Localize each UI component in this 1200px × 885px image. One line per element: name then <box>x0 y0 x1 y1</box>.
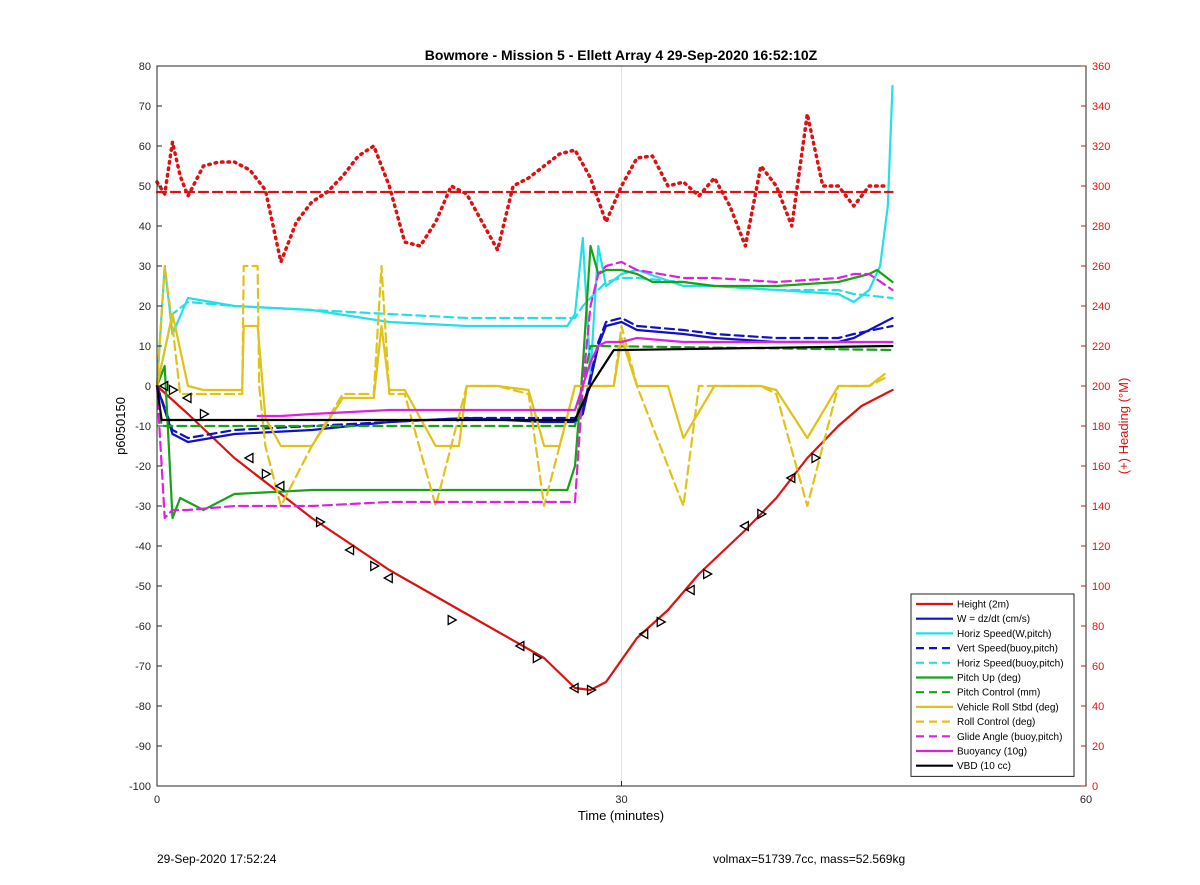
y-tick-label: 20 <box>139 301 151 313</box>
y2-tick-label: 100 <box>1092 581 1110 593</box>
y2-tick-label: 300 <box>1092 181 1110 193</box>
y-tick-label: 30 <box>139 261 151 273</box>
waypoint-marker <box>684 584 695 596</box>
series-layer <box>155 84 894 696</box>
chart-title: Bowmore - Mission 5 - Ellett Array 4 29-… <box>425 47 818 63</box>
y-tick-label: -100 <box>129 781 151 793</box>
series-buoyancy-10g <box>256 336 894 418</box>
y-tick-label: -70 <box>135 661 151 673</box>
waypoint-marker <box>370 560 381 572</box>
y2-tick-label: 160 <box>1092 461 1110 473</box>
waypoint-marker <box>739 520 750 532</box>
y-tick-label: 0 <box>145 381 151 393</box>
y2-tick-label: 240 <box>1092 301 1110 313</box>
y2-tick-label: 220 <box>1092 341 1110 353</box>
legend-entry-horiz-speed-w-pitch: Horiz Speed(W,pitch) <box>957 629 1051 640</box>
legend-entry-vehicle-roll-stbd-deg: Vehicle Roll Stbd (deg) <box>957 702 1059 713</box>
y2-tick-label: 340 <box>1092 101 1110 113</box>
y-tick-label: -50 <box>135 581 151 593</box>
series-horiz-speed-w-pitch <box>155 84 894 388</box>
series-pitch-control-mm <box>155 344 894 428</box>
series-height-2m <box>155 384 894 692</box>
series-vbd-10-cc <box>155 344 894 422</box>
waypoint-marker <box>514 640 525 652</box>
x-tick-label: 0 <box>154 794 160 806</box>
waypoint-marker <box>811 452 822 464</box>
legend-entry-pitch-up-deg: Pitch Up (deg) <box>957 673 1021 684</box>
y2-tick-label: 140 <box>1092 501 1110 513</box>
y-tick-label: 60 <box>139 141 151 153</box>
y-axis-label: p6050150 <box>113 397 128 455</box>
legend-entry-pitch-control-mm: Pitch Control (mm) <box>957 688 1040 699</box>
x-axis-label: Time (minutes) <box>578 808 664 823</box>
y-tick-label: 40 <box>139 221 151 233</box>
y2-tick-label: 80 <box>1092 621 1104 633</box>
waypoint-marker <box>586 684 597 696</box>
waypoint-marker <box>181 392 192 404</box>
waypoint-marker <box>382 572 393 584</box>
y-tick-label: -80 <box>135 701 151 713</box>
waypoint-marker <box>274 480 285 492</box>
legend-entry-vert-speed-buoy-pitch: Vert Speed(buoy,pitch) <box>957 644 1058 655</box>
legend-entry-horiz-speed-buoy-pitch: Horiz Speed(buoy,pitch) <box>957 658 1064 669</box>
waypoint-marker <box>532 652 543 664</box>
legend-entry-height-2m: Height (2m) <box>957 600 1009 611</box>
legend: Height (2m) W = dz/dt (cm/s) Horiz Speed(W… <box>910 593 1075 777</box>
legend-entry-roll-control-deg: Roll Control (deg) <box>957 717 1035 728</box>
y2-tick-label: 40 <box>1092 701 1104 713</box>
y-tick-label: -90 <box>135 741 151 753</box>
y2-tick-label: 200 <box>1092 381 1110 393</box>
legend-entry-vbd-10-cc: VBD (10 cc) <box>957 761 1011 772</box>
y-tick-label: -10 <box>135 421 151 433</box>
waypoint-marker <box>568 682 579 694</box>
footer-stats: volmax=51739.7cc, mass=52.569kg <box>713 852 906 866</box>
waypoint-marker <box>638 628 649 640</box>
y2-tick-label: 280 <box>1092 221 1110 233</box>
y-tick-label: -40 <box>135 541 151 553</box>
waypoint-marker <box>703 568 713 580</box>
y2-tick-label: 260 <box>1092 261 1110 273</box>
x-tick-label: 60 <box>1080 794 1092 806</box>
waypoint-marker <box>757 508 768 520</box>
waypoint-marker <box>158 380 169 392</box>
legend-box <box>910 593 1075 777</box>
waypoint-marker <box>447 614 458 626</box>
y2-tick-label: 60 <box>1092 661 1104 673</box>
y-tick-label: 70 <box>139 101 151 113</box>
y2-tick-label: 360 <box>1092 61 1110 73</box>
waypoint-marker <box>261 468 272 480</box>
waypoint-marker <box>199 408 210 420</box>
y2-tick-label: 320 <box>1092 141 1110 153</box>
y2-tick-label: 120 <box>1092 541 1110 553</box>
y-tick-label: 80 <box>139 61 151 73</box>
y2-axis-label: (+) Heading (°M) <box>1116 378 1131 475</box>
x-tick-label: 30 <box>615 794 627 806</box>
axes-layer: 80706050403020100-10-20-30-40-50-60-70-8… <box>129 61 1110 806</box>
y-tick-label: -60 <box>135 621 151 633</box>
legend-entry-w-dz-dt-cm-s: W = dz/dt (cm/s) <box>957 614 1030 625</box>
waypoint-marker <box>315 516 326 528</box>
series-roll-control-deg <box>155 264 886 508</box>
y2-tick-label: 180 <box>1092 421 1110 433</box>
y2-tick-label: 0 <box>1092 781 1098 793</box>
waypoint-marker <box>656 616 667 628</box>
series-glide-angle-buoy-pitch <box>155 260 894 520</box>
y-tick-label: -20 <box>135 461 151 473</box>
waypoint-marker <box>785 472 796 484</box>
y-tick-label: -30 <box>135 501 151 513</box>
legend-entry-buoyancy-10g: Buoyancy (10g) <box>957 747 1027 758</box>
series-horiz-speed-buoy-pitch <box>155 276 894 388</box>
series-heading-m <box>155 112 887 264</box>
series-vert-speed-buoy-pitch <box>155 316 894 440</box>
legend-entry-glide-angle-buoy-pitch: Glide Angle (buoy,pitch) <box>957 732 1062 743</box>
waypoint-marker <box>168 384 179 396</box>
waypoint-marker <box>243 452 254 464</box>
series-pitch-up-deg <box>155 244 894 520</box>
y-tick-label: 50 <box>139 181 151 193</box>
y2-tick-label: 20 <box>1092 741 1104 753</box>
footer-timestamp: 29-Sep-2020 17:52:24 <box>157 852 277 866</box>
waypoint-marker <box>344 544 355 556</box>
y-tick-label: 10 <box>139 341 151 353</box>
